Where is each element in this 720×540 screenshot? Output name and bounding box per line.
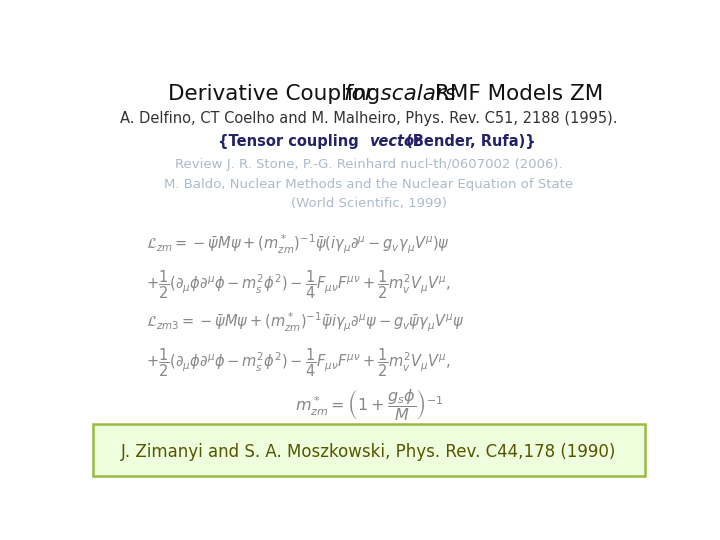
Text: $\mathcal{L}_{zm3} = -\bar{\psi}M\psi + (m^*_{zm})^{-1}\bar{\psi}i\gamma_\mu\par: $\mathcal{L}_{zm3} = -\bar{\psi}M\psi + … (145, 311, 464, 334)
Text: Review J. R. Stone, P.-G. Reinhard nucl-th/0607002 (2006).: Review J. R. Stone, P.-G. Reinhard nucl-… (175, 158, 563, 171)
Text: Derivative Coupling: Derivative Coupling (168, 84, 387, 104)
Text: $+ \dfrac{1}{2}(\partial_\mu\phi\partial^\mu\phi - m^2_s\phi^2) - \dfrac{1}{4}F_: $+ \dfrac{1}{2}(\partial_\mu\phi\partial… (145, 346, 451, 379)
FancyBboxPatch shape (93, 424, 645, 476)
Text: M. Baldo, Nuclear Methods and the Nuclear Equation of State: M. Baldo, Nuclear Methods and the Nuclea… (164, 178, 574, 191)
Text: vector: vector (369, 134, 421, 149)
Text: J. Zimanyi and S. A. Moszkowski, Phys. Rev. C44,178 (1990): J. Zimanyi and S. A. Moszkowski, Phys. R… (121, 443, 617, 461)
Text: $+ \dfrac{1}{2}(\partial_\mu\phi\partial^\mu\phi - m^2_s\phi^2) - \dfrac{1}{4}F_: $+ \dfrac{1}{2}(\partial_\mu\phi\partial… (145, 268, 451, 301)
Text: A. Delfino, CT Coelho and M. Malheiro, Phys. Rev. C51, 2188 (1995).: A. Delfino, CT Coelho and M. Malheiro, P… (120, 111, 618, 126)
Text: {Tensor coupling: {Tensor coupling (218, 134, 369, 149)
Text: (World Scientific, 1999): (World Scientific, 1999) (291, 197, 447, 210)
Text: for scalars: for scalars (344, 84, 456, 104)
Text: $m^*_{zm} = \left(1 + \dfrac{g_s\phi}{M}\right)^{-1}$: $m^*_{zm} = \left(1 + \dfrac{g_s\phi}{M}… (294, 387, 444, 423)
Text: RMF Models ZM: RMF Models ZM (428, 84, 603, 104)
Text: (Bender, Rufa)}: (Bender, Rufa)} (401, 134, 536, 149)
Text: $\mathcal{L}_{zm} = -\bar{\psi}M\psi + (m^*_{zm})^{-1}\bar{\psi}(i\gamma_\mu\par: $\mathcal{L}_{zm} = -\bar{\psi}M\psi + (… (145, 233, 449, 256)
